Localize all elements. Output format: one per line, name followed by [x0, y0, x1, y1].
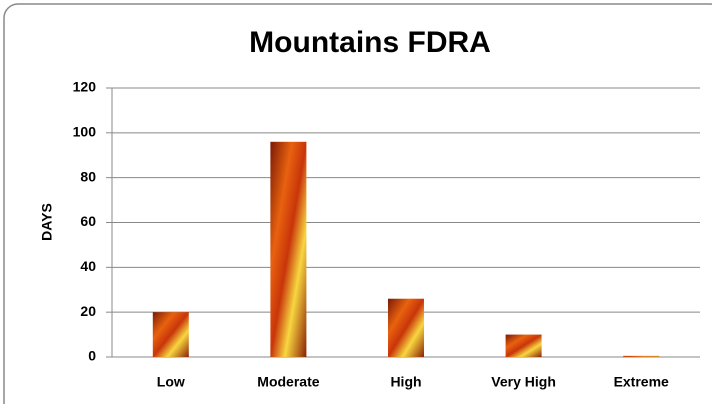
- bar: [623, 355, 660, 357]
- y-tick-label: 60: [80, 213, 96, 229]
- x-tick-label: Extreme: [614, 374, 669, 390]
- bar: [505, 334, 542, 357]
- y-tick-label: 40: [80, 258, 96, 274]
- y-axis-label: DAYS: [39, 203, 55, 241]
- chart-title: Mountains FDRA: [249, 26, 491, 59]
- bar: [388, 298, 424, 357]
- y-tick-label: 120: [73, 79, 97, 95]
- x-tick-label: High: [390, 374, 421, 390]
- y-tick-label: 0: [88, 348, 96, 364]
- y-tick-label: 20: [80, 303, 96, 319]
- y-tick-label: 100: [73, 124, 97, 140]
- x-tick-label: Moderate: [257, 374, 319, 390]
- y-tick-label: 80: [80, 168, 96, 184]
- bar: [270, 141, 307, 357]
- bar: [152, 312, 189, 357]
- chart-frame: [3, 3, 712, 404]
- x-tick-label: Very High: [491, 374, 556, 390]
- x-tick-label: Low: [157, 374, 185, 390]
